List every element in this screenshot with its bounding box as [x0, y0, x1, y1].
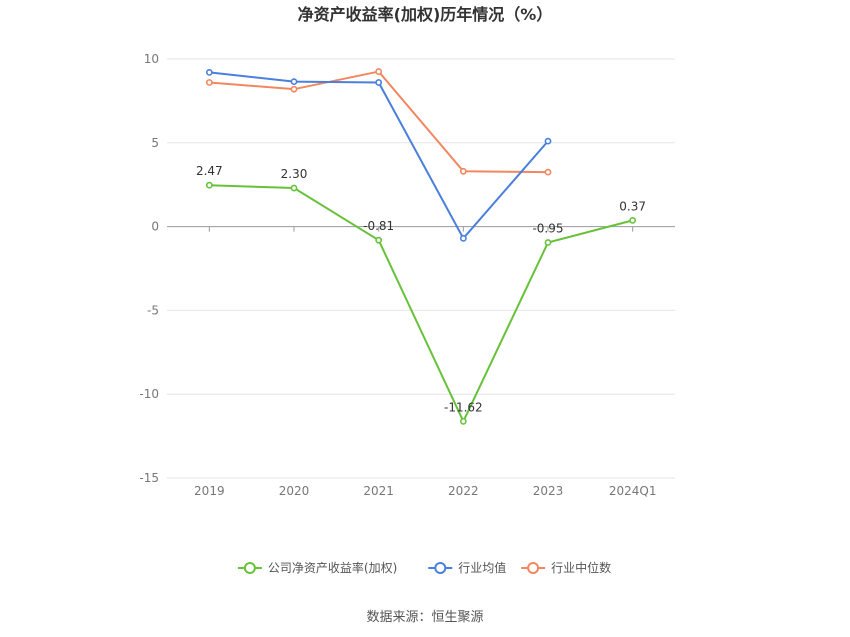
series-line	[209, 71, 549, 241]
data-point[interactable]	[205, 79, 213, 86]
data-label: -11.62	[444, 400, 483, 414]
data-point[interactable]	[544, 137, 552, 145]
data-point[interactable]	[375, 68, 383, 75]
data-label: 2.30	[281, 167, 308, 181]
x-tick-label: 2024Q1	[609, 484, 657, 498]
data-point[interactable]	[375, 236, 383, 244]
chart-title: 净资产收益率(加权)历年情况（%）	[298, 5, 553, 24]
data-point[interactable]	[290, 184, 298, 192]
data-point[interactable]	[459, 234, 467, 242]
data-point[interactable]	[459, 167, 467, 175]
x-tick-label: 2022	[448, 484, 479, 498]
data-label: 2.47	[196, 164, 223, 178]
x-tick-label: 2020	[279, 484, 310, 498]
grid	[167, 58, 675, 479]
data-point[interactable]	[544, 239, 552, 246]
x-tick-label: 2021	[363, 484, 394, 498]
y-tick-label: -5	[147, 303, 159, 317]
data-label: 0.37	[619, 199, 646, 213]
data-point[interactable]	[629, 216, 637, 224]
legend-item[interactable]: 公司净资产收益率(加权)	[237, 560, 397, 575]
axes: 10 5 0 -5 -10 -15 2019 2020 2021 2022 2023 2024Q1	[139, 52, 656, 498]
data-point[interactable]	[290, 85, 298, 93]
x-tick-label: 2023	[533, 484, 564, 498]
data-point[interactable]	[205, 69, 213, 76]
source-note: 数据来源：恒生聚源	[366, 610, 483, 625]
legend-swatch-marker	[527, 562, 540, 574]
y-tick-label: 10	[144, 52, 159, 66]
x-tick-label: 2019	[194, 484, 225, 498]
y-tick-label: -10	[139, 387, 159, 401]
legend-label: 行业中位数	[551, 560, 611, 575]
data-point[interactable]	[459, 417, 467, 425]
y-tick-label: -15	[139, 471, 159, 485]
data-label: -0.81	[363, 219, 394, 233]
legend-label: 公司净资产收益率(加权)	[268, 560, 397, 575]
legend-swatch-marker	[434, 562, 447, 574]
data-label: -0.95	[532, 222, 563, 236]
data-labels: 2.47 2.30 -0.81 -11.62 -0.95 0.37	[196, 164, 646, 414]
data-point[interactable]	[375, 79, 383, 86]
legend-item[interactable]: 行业均值	[428, 560, 506, 575]
legend-item[interactable]: 行业中位数	[521, 560, 611, 575]
y-tick-label: 5	[151, 136, 159, 150]
legend[interactable]: 公司净资产收益率(加权) 行业均值 行业中位数	[237, 560, 611, 575]
legend-swatch-marker	[243, 562, 256, 574]
series-line	[209, 184, 633, 424]
series-line	[209, 70, 549, 174]
y-tick-label: 0	[151, 220, 159, 234]
series-group	[205, 68, 637, 425]
data-point[interactable]	[205, 181, 213, 189]
legend-label: 行业均值	[458, 560, 506, 575]
data-point[interactable]	[544, 168, 552, 176]
data-point[interactable]	[290, 78, 298, 86]
